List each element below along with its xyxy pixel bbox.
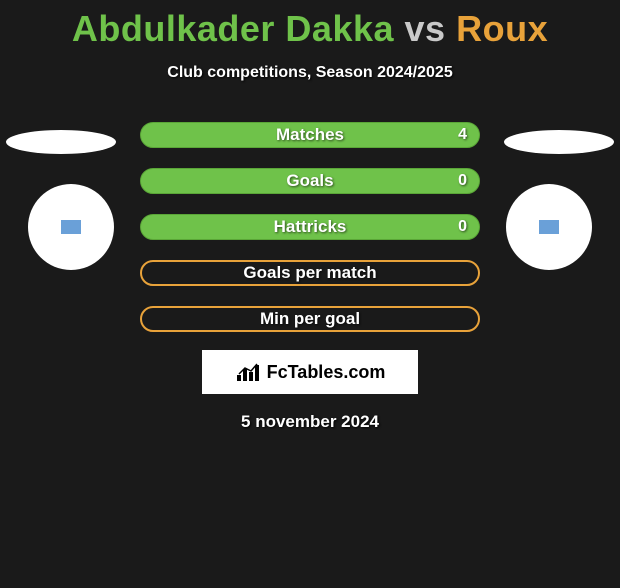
avatar-player1 [28, 184, 114, 270]
stat-value-right: 4 [458, 126, 467, 144]
stat-row: Matches 4 [140, 122, 480, 148]
title-player2: Roux [456, 8, 548, 49]
brand-bars-icon [235, 361, 261, 383]
title-player1: Abdulkader Dakka [72, 8, 394, 49]
stat-label: Goals per match [243, 263, 376, 283]
avatar-placeholder-icon [539, 220, 559, 234]
stat-value-right: 0 [458, 172, 467, 190]
stat-label: Min per goal [260, 309, 360, 329]
stat-row: Goals 0 [140, 168, 480, 194]
stat-label: Goals [286, 171, 333, 191]
decor-ellipse-right [504, 130, 614, 154]
avatar-player2 [506, 184, 592, 270]
avatar-placeholder-icon [61, 220, 81, 234]
stat-row: Hattricks 0 [140, 214, 480, 240]
date-text: 5 november 2024 [0, 412, 620, 432]
stat-row: Min per goal [140, 306, 480, 332]
page-title: Abdulkader Dakka vs Roux [0, 8, 620, 50]
subtitle: Club competitions, Season 2024/2025 [0, 64, 620, 82]
stat-label: Hattricks [274, 217, 347, 237]
stat-label: Matches [276, 125, 344, 145]
stat-value-right: 0 [458, 218, 467, 236]
stat-row: Goals per match [140, 260, 480, 286]
brand-text: FcTables.com [267, 362, 386, 383]
decor-ellipse-left [6, 130, 116, 154]
title-vs: vs [405, 8, 446, 49]
brand-badge: FcTables.com [202, 350, 418, 394]
